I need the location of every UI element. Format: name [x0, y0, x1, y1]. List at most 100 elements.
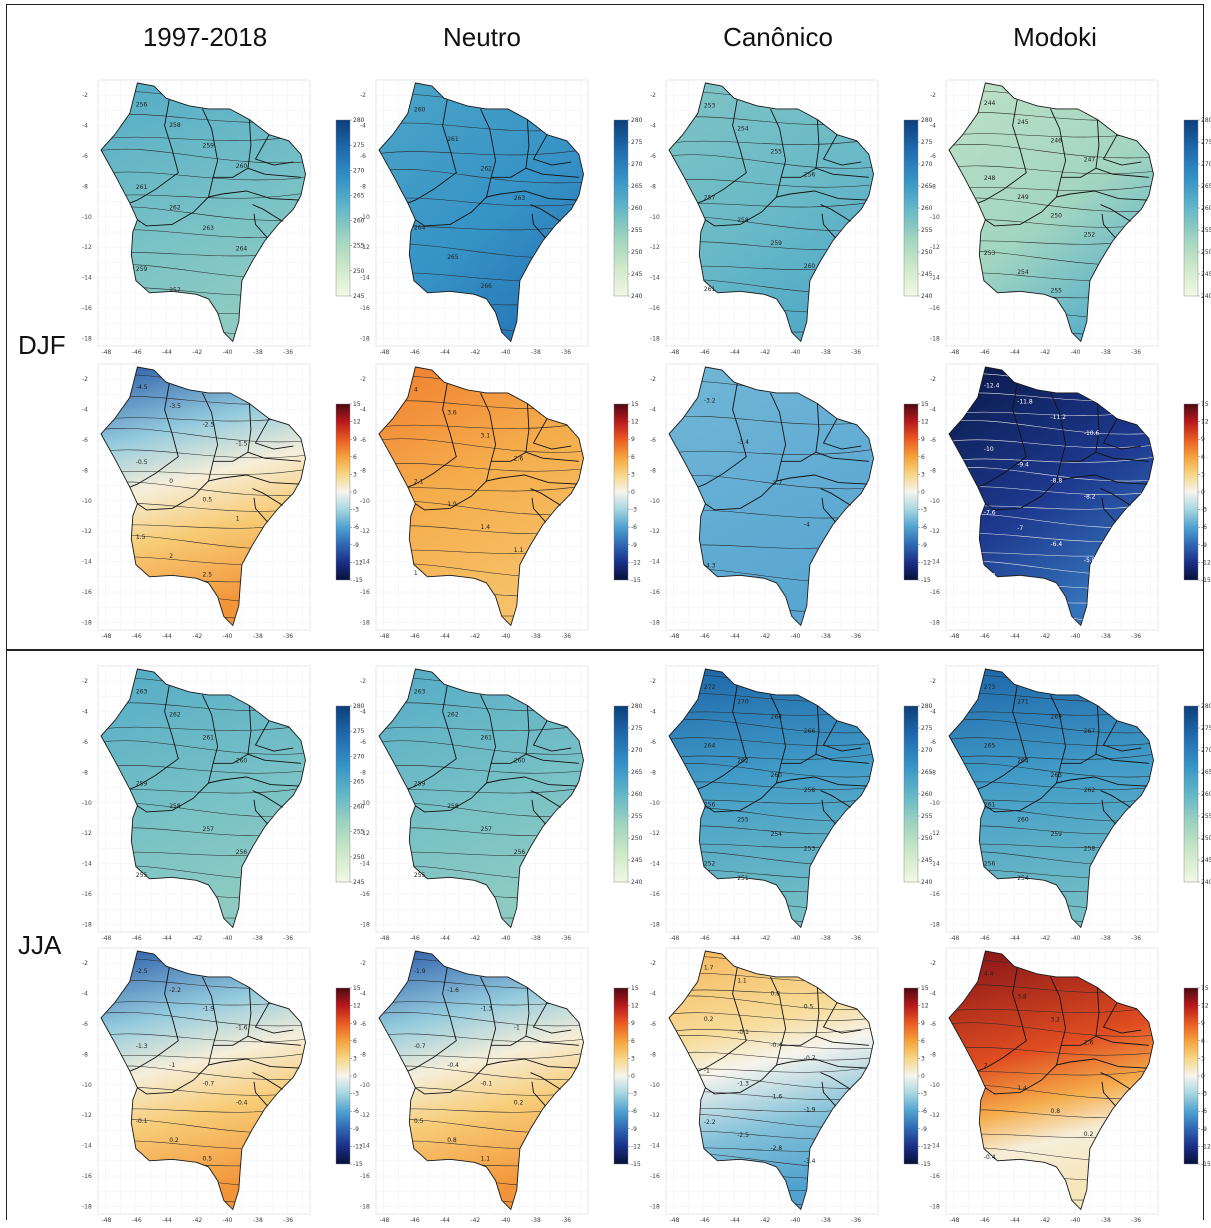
- x-tick-label: -42: [470, 1217, 480, 1224]
- colorbar-label: 6: [631, 454, 635, 461]
- x-tick-label: -36: [283, 935, 293, 942]
- contour-label: -4.3: [704, 563, 716, 570]
- contour-label: 263: [514, 195, 526, 202]
- map-panel-jja-3-anomaly: 1.7 1.1 0.8 0.5 0.2 -0.1 -0.4 -0.7 -1 -1.3 -1.6 -1.…: [648, 942, 948, 1228]
- x-tick-label: -40: [223, 1217, 233, 1224]
- colorbar-label: 6: [921, 454, 925, 461]
- colorbar-label: 6: [1201, 1038, 1205, 1045]
- y-tick-label: -6: [930, 437, 936, 444]
- contour-label: 266: [804, 728, 816, 735]
- y-tick-label: -4: [650, 709, 656, 716]
- x-tick-label: -40: [501, 349, 511, 356]
- x-tick-label: -48: [102, 633, 112, 640]
- map-panel-jja-4-mean: 273 271 269 267 265 264 263 262 261 260 259 258 256 2…: [928, 660, 1211, 946]
- contour-label: 3.6: [447, 410, 457, 417]
- map-panel-djf-2-anomaly: 4 3.6 3.1 2.6 2.1 1.9 1.4 1.1 1 -48 -46 -44 -42 -40 -3…: [358, 358, 658, 644]
- contour-label: -0.4: [984, 1154, 996, 1161]
- state-borders: [407, 685, 579, 825]
- contour-label: 255: [737, 816, 749, 823]
- x-tick-label: -46: [700, 1217, 710, 1224]
- colorbar-label: -6: [1201, 524, 1207, 531]
- colorbar-label: 275: [921, 725, 933, 732]
- y-tick-label: -18: [82, 619, 92, 626]
- x-tick-label: -46: [410, 1217, 420, 1224]
- colorbar-label: 280: [353, 703, 365, 710]
- contour-label: -0.4: [771, 1042, 783, 1049]
- y-tick-label: -4: [650, 123, 656, 130]
- contour-label: 1.9: [447, 501, 457, 508]
- y-tick-label: -4: [82, 991, 88, 998]
- state-borders: [977, 967, 1149, 1107]
- contour-label: -8.2: [1084, 493, 1096, 500]
- y-tick-label: -2: [650, 92, 656, 99]
- contour-label: 264: [704, 743, 716, 750]
- x-tick-label: -42: [192, 633, 202, 640]
- contour-label: 259: [136, 266, 148, 273]
- y-tick-label: -12: [930, 244, 940, 251]
- y-tick-label: -18: [360, 335, 370, 342]
- x-tick-label: -48: [670, 633, 680, 640]
- contour-label: 1.7: [704, 965, 714, 972]
- y-tick-label: -16: [82, 1173, 92, 1180]
- map-panel-djf-2-mean: 260 261 262 263 264 265 266 -48 -46 -44 -42 -40 -38-…: [358, 74, 658, 360]
- y-tick-label: -12: [360, 528, 370, 535]
- colorbar-label: 245: [1201, 271, 1211, 278]
- region-fill: [100, 950, 306, 1211]
- contour-label: -8.8: [1051, 478, 1063, 485]
- x-tick-label: -44: [162, 633, 172, 640]
- x-tick-label: -40: [223, 349, 233, 356]
- map-panel-jja-1-mean: 263 262 261 260 259 258 257 256 255 -48 -46 -44 -42-…: [80, 660, 380, 946]
- contour-label: 257: [481, 826, 493, 833]
- y-tick-label: -14: [650, 861, 660, 868]
- colorbar-label: 265: [631, 183, 643, 190]
- colorbar-label: -12: [921, 1143, 931, 1150]
- contour-label: -12.4: [984, 383, 1000, 390]
- state-borders: [697, 967, 869, 1107]
- contour-label: 1.4: [481, 524, 491, 531]
- x-tick-label: -38: [821, 1217, 831, 1224]
- x-tick-label: -38: [253, 935, 263, 942]
- contour-label: -1.9: [804, 1106, 816, 1113]
- y-tick-label: -18: [650, 921, 660, 928]
- x-tick-label: -42: [760, 935, 770, 942]
- x-tick-label: -40: [223, 935, 233, 942]
- colorbar: 15 12 9 6 3 0 -3 -6 -9 -12 -15: [903, 401, 931, 584]
- x-tick-label: -46: [410, 935, 420, 942]
- colorbar-label: -9: [631, 542, 637, 549]
- y-tick-label: -10: [930, 800, 940, 807]
- region-fill: [668, 950, 874, 1211]
- y-tick-label: -12: [82, 1112, 92, 1119]
- map-svg: -3.2-3.4-3.7-4-4.3-48 -46 -44 -42 -40 -38 -36-…: [650, 363, 931, 640]
- contour-label: -0.1: [136, 1118, 148, 1125]
- colorbar-label: 0: [631, 489, 635, 496]
- y-tick-label: -6: [82, 153, 88, 160]
- y-tick-label: -10: [82, 1082, 92, 1089]
- contour-label: 3.8: [1017, 994, 1027, 1001]
- x-tick-label: -44: [730, 349, 740, 356]
- y-tick-label: -8: [930, 183, 936, 190]
- y-tick-label: -6: [82, 437, 88, 444]
- colorbar: 15 12 9 6 3 0 -3 -6 -9 -12 -15: [613, 985, 641, 1168]
- map-svg: -2.5 -2.2 -1.9 -1.6 -1.3 -1 -0.7 -0.4 -0.1 0.2 0.5…: [82, 947, 363, 1224]
- x-tick-label: -48: [380, 633, 390, 640]
- state-borders: [407, 383, 579, 523]
- x-tick-label: -40: [501, 935, 511, 942]
- y-tick-label: -10: [360, 214, 370, 221]
- x-tick-label: -44: [1010, 935, 1020, 942]
- y-tick-label: -18: [650, 1203, 660, 1210]
- x-tick-label: -36: [561, 935, 571, 942]
- colorbar-label: 3: [921, 1055, 925, 1062]
- contour-label: 261: [984, 802, 996, 809]
- y-tick-label: -14: [650, 559, 660, 566]
- colorbar-label: 9: [1201, 1020, 1205, 1027]
- colorbar-label: 245: [631, 271, 643, 278]
- colorbar-label: 0: [1201, 489, 1205, 496]
- y-tick-label: -2: [82, 960, 88, 967]
- y-tick-label: -18: [360, 1203, 370, 1210]
- contour-label: 259: [414, 780, 426, 787]
- y-tick-label: -10: [360, 800, 370, 807]
- contour-label: 271: [1017, 699, 1029, 706]
- x-tick-label: -36: [851, 349, 861, 356]
- x-tick-label: -36: [283, 349, 293, 356]
